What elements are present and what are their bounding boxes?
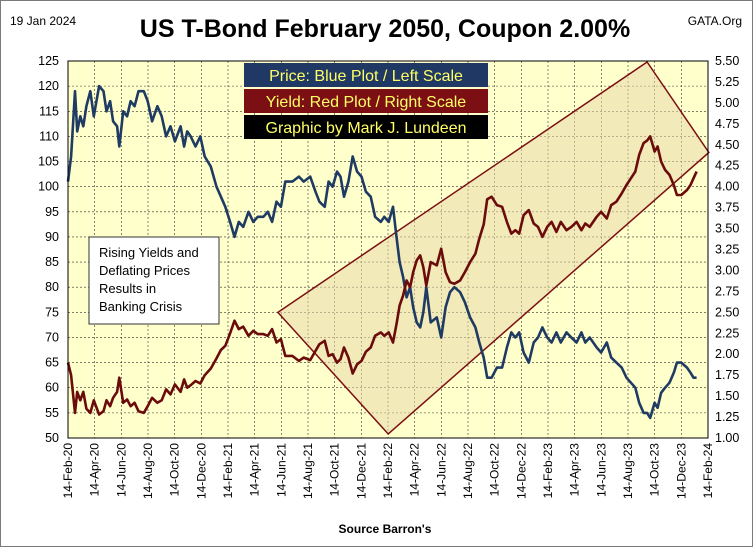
y-right-tick-label: 4.25: [715, 159, 739, 173]
y-left-tick-label: 65: [45, 356, 59, 370]
y-right-tick-label: 1.25: [715, 410, 739, 424]
y-left-tick-label: 120: [38, 79, 59, 93]
note-line: Results in: [99, 281, 156, 296]
x-tick-label: 14-Apr-21: [248, 443, 262, 497]
y-axis-left: 50 55 60 65 70 75 80 85 90 95 100 105 110 115 120 125: [38, 54, 59, 445]
trend-channel-shape: [276, 60, 710, 436]
x-tick-label: 14-Jun-23: [594, 443, 608, 497]
y-right-tick-label: 5.25: [715, 75, 739, 89]
y-left-tick-label: 75: [45, 305, 59, 319]
y-right-tick-label: 1.75: [715, 368, 739, 382]
y-left-tick-label: 115: [39, 104, 59, 118]
x-tick-label: 14-Aug-21: [301, 443, 315, 499]
y-right-tick-label: 3.00: [715, 263, 739, 277]
x-tick-label: 14-Dec-21: [354, 443, 368, 499]
x-tick-label: 14-Jun-20: [114, 443, 128, 497]
chart-title: US T-Bond February 2050, Coupon 2.00%: [140, 15, 630, 43]
x-axis: 14-Feb-20 14-Apr-20 14-Jun-20 14-Aug-20 14-O…: [61, 443, 715, 499]
y-left-tick-label: 95: [45, 205, 59, 219]
x-tick-label: 14-Feb-22: [381, 443, 395, 499]
legend-yield-box: [244, 89, 488, 113]
x-tick-label: 14-Aug-22: [461, 443, 475, 499]
x-tick-label: 14-Apr-23: [568, 443, 582, 497]
y-left-tick-label: 50: [45, 431, 59, 445]
legend-credit-box: [244, 115, 488, 139]
trend-channel: [276, 60, 710, 436]
y-right-tick-label: 4.50: [715, 138, 739, 152]
x-tick-label: 14-Aug-20: [141, 443, 155, 499]
legend-price-box: [244, 63, 488, 87]
y-right-tick-label: 2.75: [715, 284, 739, 298]
y-left-tick-label: 90: [45, 230, 59, 244]
x-tick-label: 14-Apr-20: [88, 443, 102, 497]
site-label: GATA.Org: [688, 14, 742, 28]
y-right-tick-label: 2.25: [715, 326, 739, 340]
note-line: Banking Crisis: [99, 299, 183, 314]
y-left-tick-label: 100: [38, 180, 59, 194]
y-left-tick-label: 125: [38, 54, 59, 68]
y-left-tick-label: 70: [45, 330, 59, 344]
y-right-tick-label: 1.00: [715, 431, 739, 445]
y-left-tick-label: 85: [45, 255, 59, 269]
source-label: Source Barron's: [339, 522, 432, 536]
y-right-tick-label: 3.50: [715, 222, 739, 236]
note-line: Deflating Prices: [99, 263, 191, 278]
legend-yield: Yield: Red Plot / Right Scale: [266, 94, 467, 111]
x-tick-label: 14-Feb-21: [221, 443, 235, 499]
legend-credit: Graphic by Mark J. Lundeen: [266, 120, 467, 137]
x-tick-label: 14-Apr-22: [408, 443, 422, 497]
x-tick-label: 14-Oct-23: [648, 443, 662, 497]
y-left-tick-label: 105: [38, 155, 59, 169]
x-tick-label: 14-Dec-22: [514, 443, 528, 499]
y-right-tick-label: 3.25: [715, 243, 739, 257]
legend: Price: Blue Plot / Left Scale Yield: Red…: [244, 63, 488, 139]
x-tick-label: 14-Oct-22: [488, 443, 502, 497]
date-label: 19 Jan 2024: [10, 14, 76, 28]
series-group: [66, 84, 698, 420]
x-tick-label: 14-Dec-23: [674, 443, 688, 499]
yield-line: [66, 135, 698, 416]
y-right-tick-label: 2.50: [715, 305, 739, 319]
y-axis-right: 1.00 1.25 1.50 1.75 2.00 2.25 2.50 2.75 3.00 3.25…: [715, 54, 739, 445]
x-tick-label: 14-Oct-21: [328, 443, 342, 497]
x-tick-label: 14-Oct-20: [168, 443, 182, 497]
x-tick-label: 14-Feb-24: [701, 443, 715, 499]
y-right-tick-label: 4.00: [715, 180, 739, 194]
y-right-tick-label: 3.75: [715, 201, 739, 215]
note-line: Rising Yields and: [99, 245, 199, 260]
y-right-tick-label: 4.75: [715, 117, 739, 131]
note-box: Rising Yields and Deflating Prices Resul…: [88, 236, 220, 325]
x-tick-label: 14-Feb-23: [541, 443, 555, 499]
legend-price: Price: Blue Plot / Left Scale: [269, 68, 463, 85]
x-tick-label: 14-Feb-20: [61, 443, 75, 499]
x-tick-label: 14-Aug-23: [621, 443, 635, 499]
y-left-tick-label: 55: [45, 406, 59, 420]
y-left-tick-label: 80: [45, 280, 59, 294]
y-left-tick-label: 60: [45, 381, 59, 395]
y-left-tick-label: 110: [39, 129, 59, 143]
y-right-tick-label: 5.50: [715, 54, 739, 68]
y-right-tick-label: 1.50: [715, 389, 739, 403]
x-tick-label: 14-Dec-20: [194, 443, 208, 499]
x-tick-label: 14-Jun-22: [434, 443, 448, 497]
y-right-tick-label: 2.00: [715, 347, 739, 361]
x-tick-label: 14-Jun-21: [274, 443, 288, 497]
price-line: [66, 84, 697, 420]
y-right-tick-label: 5.00: [715, 96, 739, 110]
plot-border: [67, 60, 709, 439]
